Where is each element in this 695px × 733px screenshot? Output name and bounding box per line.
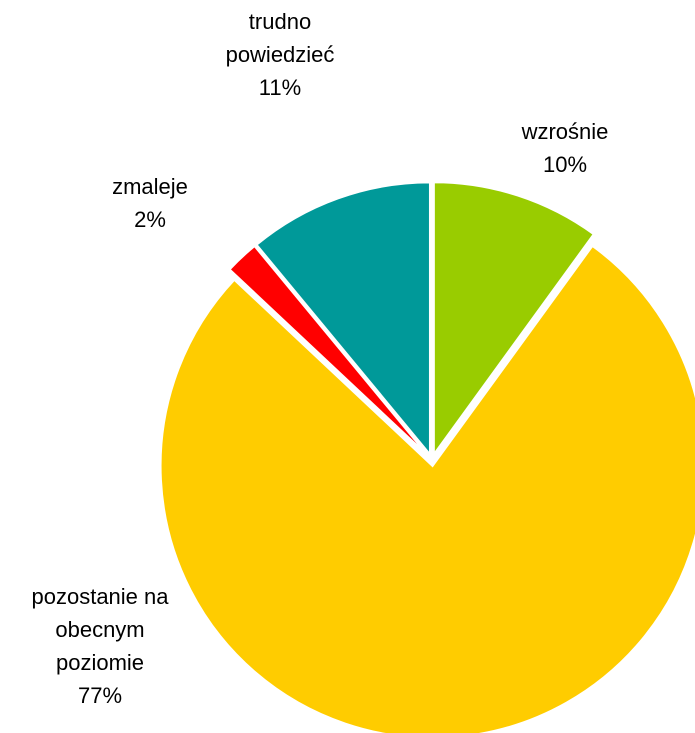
pie-slice [255,181,431,458]
slice-label: zmaleje 2% [90,170,210,236]
slice-label: wzrośnie 10% [490,115,640,181]
slice-label: trudno powiedzieć 11% [205,5,355,104]
category-label: zmaleje [112,174,188,199]
value-label: 77% [77,683,123,708]
value-label: 11% [258,75,302,100]
value-label: 2% [134,207,166,232]
pie-slice [432,181,596,458]
value-label: 10% [542,152,588,177]
pie-slice [159,244,695,733]
category-label: wzrośnie [521,119,609,144]
pie-slice [228,244,429,457]
slice-label: pozostanie na obecnym poziomie 77% [10,580,190,712]
category-label: trudno powiedzieć [225,9,335,67]
category-label: pozostanie na obecnym poziomie [31,584,169,675]
